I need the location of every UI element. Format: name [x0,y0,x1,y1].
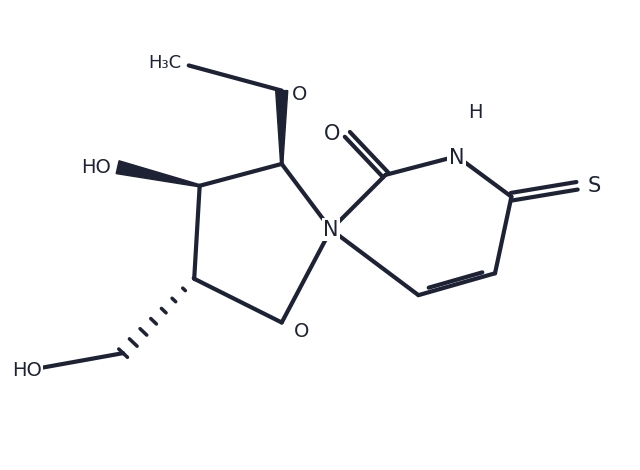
Text: H₃C: H₃C [148,54,181,72]
Text: O: O [292,86,307,104]
Text: H: H [468,103,483,122]
Polygon shape [116,161,200,187]
Text: N: N [323,219,339,240]
Text: N: N [449,149,465,168]
Text: O: O [324,125,340,144]
Polygon shape [280,91,283,164]
Text: HO: HO [81,157,111,177]
Text: O: O [294,322,309,341]
Text: S: S [588,176,601,196]
Polygon shape [276,91,288,164]
Text: HO: HO [12,361,42,380]
